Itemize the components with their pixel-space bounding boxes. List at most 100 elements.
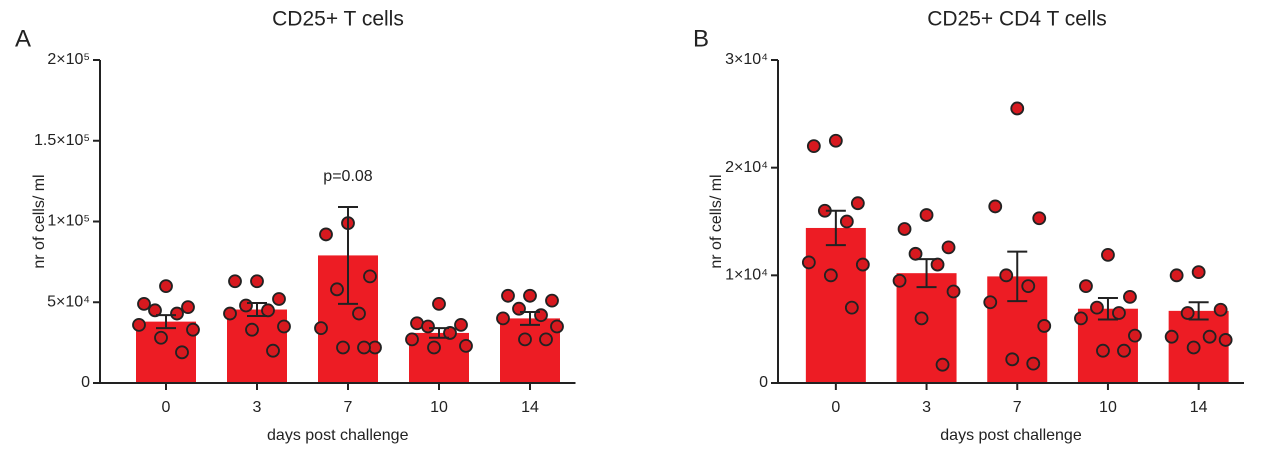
y-tick-label: 0 (759, 374, 768, 391)
data-point (1010, 101, 1025, 116)
data-point (314, 321, 328, 335)
x-tick-label: 3 (922, 399, 931, 416)
data-point (1074, 311, 1088, 326)
data-point (170, 306, 184, 321)
data-point (914, 311, 929, 326)
error-bar (916, 258, 937, 289)
data-point (1169, 268, 1184, 283)
data-point (357, 340, 371, 355)
data-point (427, 340, 441, 355)
data-point (352, 306, 366, 321)
data-point (801, 255, 816, 270)
y-tick-label: 2×10⁴ (725, 159, 768, 176)
annotation: p=0.08 (323, 168, 372, 185)
data-point (1096, 343, 1110, 358)
data-point (148, 303, 162, 318)
data-point (897, 222, 912, 236)
data-point (539, 332, 553, 347)
x-tick-label: 14 (521, 399, 539, 416)
data-point (443, 326, 457, 340)
data-point (828, 133, 843, 148)
error-bar (1188, 301, 1209, 321)
data-point (319, 227, 333, 242)
error-bar (247, 302, 267, 317)
data-point (1218, 333, 1233, 347)
panel-label: A (15, 25, 31, 52)
chart-title: CD25+ T cells (272, 8, 404, 31)
data-point (844, 300, 859, 315)
data-point (175, 345, 189, 360)
x-axis-label: days post challenge (940, 427, 1082, 444)
y-tick-label: 1.5×10⁵ (34, 132, 90, 149)
bar (409, 332, 469, 383)
data-point (806, 139, 821, 154)
data-point (250, 274, 264, 289)
y-tick-label: 5×10⁴ (47, 293, 90, 310)
data-point (983, 295, 998, 310)
data-point (272, 292, 286, 306)
data-point (988, 199, 1003, 214)
error-bar (429, 327, 449, 339)
data-point (137, 296, 151, 311)
data-point (908, 246, 923, 261)
x-tick-label: 14 (1190, 399, 1208, 416)
y-tick-label: 2×10⁵ (47, 51, 90, 68)
error-bar (338, 205, 358, 305)
y-tick-label: 1×10⁴ (725, 267, 768, 284)
data-point (1123, 289, 1137, 304)
data-point (336, 340, 350, 355)
data-point (501, 288, 515, 303)
data-point (1191, 265, 1206, 280)
panel-label: B (693, 25, 709, 52)
data-point (518, 332, 532, 347)
data-point (839, 214, 854, 229)
data-point (1032, 211, 1047, 226)
data-point (523, 288, 537, 303)
data-point (228, 274, 242, 289)
data-point (850, 196, 865, 211)
data-point (245, 322, 259, 337)
data-point (1164, 329, 1179, 344)
data-point (935, 357, 950, 372)
data-point (132, 317, 146, 332)
error-bar (520, 310, 540, 326)
data-point (277, 319, 291, 334)
data-point (239, 298, 253, 313)
data-point (941, 240, 956, 255)
error-bar (156, 314, 176, 330)
data-point (186, 322, 200, 337)
data-point (454, 317, 468, 332)
data-point (432, 296, 446, 311)
data-point (1213, 302, 1228, 317)
data-point (261, 303, 275, 318)
y-tick-label: 1×10⁵ (47, 213, 90, 230)
data-point (1101, 247, 1115, 262)
x-tick-label: 0 (162, 399, 171, 416)
data-point (1202, 329, 1217, 344)
data-point (496, 311, 510, 326)
data-point (930, 257, 945, 272)
error-bar (825, 209, 846, 247)
data-point (919, 208, 934, 222)
data-point (1186, 340, 1201, 355)
data-point (1005, 352, 1020, 367)
data-point (823, 268, 838, 283)
data-point (892, 273, 907, 288)
data-point (363, 269, 377, 284)
x-tick-label: 0 (831, 399, 840, 416)
x-tick-label: 10 (1099, 399, 1117, 416)
data-point (855, 257, 870, 272)
data-point (266, 343, 280, 358)
data-point (459, 338, 473, 353)
data-point (1180, 306, 1195, 320)
x-tick-label: 3 (253, 399, 262, 416)
data-point (159, 279, 173, 294)
data-point (999, 268, 1014, 283)
data-point (946, 284, 961, 299)
data-point (545, 293, 559, 308)
data-point (1112, 306, 1126, 320)
data-point (1090, 300, 1104, 315)
data-point (1079, 279, 1093, 294)
data-point (1026, 356, 1041, 371)
